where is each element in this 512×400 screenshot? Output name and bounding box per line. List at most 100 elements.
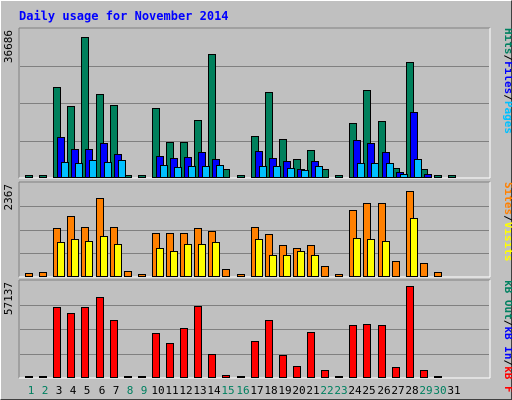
x-tick-label: 31 [447, 384, 460, 397]
bar-pages-day-26 [386, 163, 394, 178]
bar-kb-f-day-19 [279, 355, 287, 378]
bar-visits-day-5 [85, 241, 93, 277]
bar-hits-day-16 [237, 175, 245, 178]
x-tick-label: 30 [433, 384, 446, 397]
x-tick-label: 27 [391, 384, 404, 397]
y-max-label: 57137 [2, 282, 15, 315]
x-tick-label: 11 [165, 384, 178, 397]
bar-pages-day-12 [188, 166, 196, 178]
x-tick-label: 4 [70, 384, 77, 397]
x-tick-label: 26 [377, 384, 390, 397]
x-tick-label: 5 [84, 384, 91, 397]
bar-hits-day-1 [25, 175, 33, 178]
bar-pages-day-21 [315, 166, 323, 178]
bar-kb-f-day-6 [96, 297, 104, 378]
bar-kb-f-day-21 [307, 332, 315, 378]
bar-kb-f-day-8 [124, 376, 132, 378]
x-tick-label: 8 [127, 384, 134, 397]
bar-sites-day-22 [321, 266, 329, 277]
bar-pages-day-27 [400, 174, 408, 178]
bar-kb-f-day-30 [434, 376, 442, 378]
bar-hits-day-23 [335, 175, 343, 178]
bar-kb-f-day-17 [251, 341, 259, 378]
bar-sites-day-2 [39, 272, 47, 277]
bar-visits-day-26 [382, 241, 390, 277]
bar-visits-day-10 [156, 248, 164, 277]
x-tick-label: 29 [419, 384, 432, 397]
bar-pages-day-7 [118, 160, 126, 178]
legend-separator: / [502, 94, 512, 101]
x-tick-label: 23 [334, 384, 347, 397]
bar-kb-f-day-20 [293, 366, 301, 378]
bar-hits-day-2 [39, 175, 47, 178]
x-tick-label: 19 [278, 384, 291, 397]
bar-sites-day-29 [420, 263, 428, 277]
bar-sites-day-16 [237, 274, 245, 277]
legend-sites: Sites [502, 182, 512, 215]
bar-kb-f-day-16 [237, 376, 245, 378]
legend-visits: Visits [502, 222, 512, 262]
x-tick-label: 21 [306, 384, 319, 397]
x-tick-label: 24 [348, 384, 362, 397]
legend-separator: / [502, 215, 512, 222]
bar-visits-day-14 [212, 242, 220, 277]
bar-kb-f-day-15 [222, 375, 230, 378]
bar-visits-day-19 [283, 255, 291, 277]
bar-hits-day-30 [434, 175, 442, 178]
bar-sites-day-9 [138, 274, 146, 277]
legend-pages: Pages [502, 101, 512, 134]
bar-pages-day-5 [89, 160, 97, 178]
bar-pages-day-18 [273, 166, 281, 178]
bar-pages-day-11 [174, 167, 182, 178]
bar-kb-f-day-22 [321, 370, 329, 378]
x-tick-label: 25 [362, 384, 375, 397]
bar-sites-day-23 [335, 274, 343, 277]
bar-kb-f-day-10 [152, 333, 160, 378]
bar-pages-day-6 [104, 162, 112, 178]
bar-visits-day-12 [184, 244, 192, 277]
bar-sites-day-8 [124, 271, 132, 277]
bar-hits-day-31 [448, 175, 456, 178]
bar-sites-day-27 [392, 261, 400, 277]
bar-kb-f-day-26 [378, 325, 386, 378]
bar-pages-day-4 [75, 163, 83, 178]
legend-separator: / [502, 320, 512, 327]
x-tick-label: 12 [179, 384, 192, 397]
x-tick-label: 20 [292, 384, 305, 397]
bar-kb-f-day-14 [208, 354, 216, 378]
legend-labels: kB Out/kB In/kB F [502, 280, 512, 393]
bar-pages-day-17 [259, 166, 267, 178]
bar-kb-f-day-5 [81, 307, 89, 378]
bar-visits-day-25 [367, 239, 375, 277]
bar-visits-day-18 [269, 255, 277, 277]
x-tick-label: 18 [264, 384, 277, 397]
x-tick-label: 2 [42, 384, 49, 397]
legend-hits: Hits [502, 28, 512, 55]
panel-visits_sites: 2367 Sites/Visits [2, 181, 512, 278]
bar-kb-f-day-23 [335, 376, 343, 378]
legend-kb-f: kB F [502, 366, 512, 393]
bar-kb-f-day-7 [110, 320, 118, 378]
bar-kb-f-day-18 [265, 320, 273, 378]
x-tick-label: 7 [113, 384, 120, 397]
bar-sites-day-15 [222, 269, 230, 277]
y-max-label: 36686 [2, 30, 15, 63]
bar-pages-day-24 [357, 163, 365, 178]
bar-kb-f-day-3 [53, 307, 61, 378]
bar-visits-day-28 [410, 218, 418, 277]
bar-visits-day-11 [170, 251, 178, 277]
bar-visits-day-17 [255, 239, 263, 277]
bar-kb-f-day-25 [363, 324, 371, 378]
x-tick-label: 22 [320, 384, 333, 397]
bar-visits-day-13 [198, 244, 206, 277]
bar-pages-day-10 [160, 165, 168, 178]
bar-sites-day-1 [25, 273, 33, 277]
bar-pages-day-13 [202, 166, 210, 178]
legend-kb-in: kB In [502, 326, 512, 359]
x-tick-label: 14 [207, 384, 221, 397]
x-tick-label: 9 [141, 384, 148, 397]
bar-visits-day-20 [297, 251, 305, 277]
legend-labels: Hits/Files/Pages [502, 28, 512, 134]
